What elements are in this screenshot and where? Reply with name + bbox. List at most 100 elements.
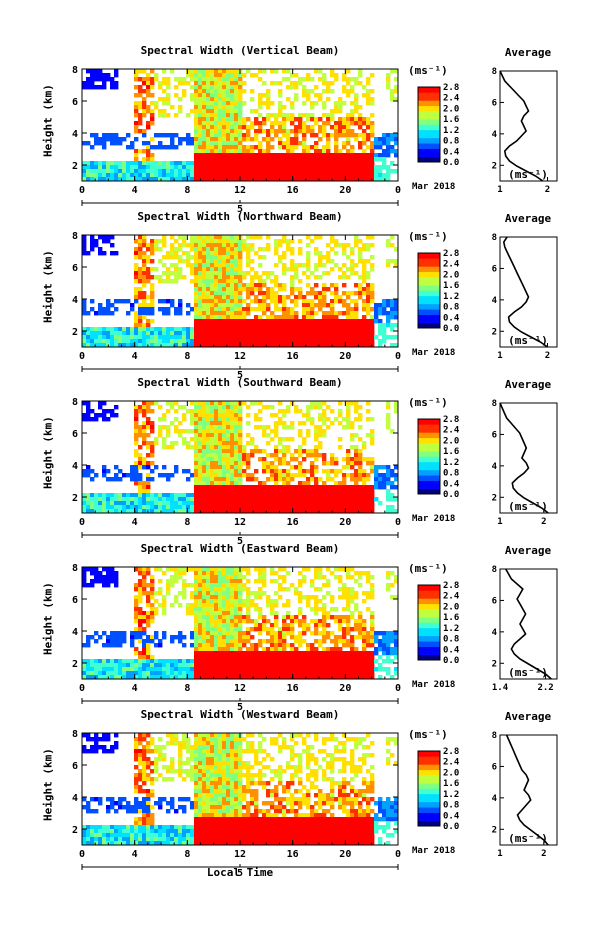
average-title: Average — [504, 46, 552, 59]
heatmap — [82, 567, 399, 680]
y-tick-label: 2 — [72, 659, 78, 670]
average-x-tick-label: 1 — [497, 849, 502, 859]
colorbar-tick-label: 1.6 — [443, 447, 459, 457]
average-y-tick-label: 4 — [492, 628, 498, 638]
average-profile-line — [499, 402, 549, 514]
y-tick-label: 6 — [72, 429, 78, 440]
x-tick-label: 0 — [395, 517, 401, 528]
average-frame — [499, 70, 558, 182]
month-label: Mar 2018 — [412, 680, 456, 690]
colorbar-tick-label: 0.0 — [443, 324, 459, 334]
colorbar-unit-label: (ms⁻¹) — [408, 396, 448, 409]
colorbar-tick-label: 0.8 — [443, 635, 459, 645]
x-tick-label: 16 — [287, 683, 299, 694]
x-tick-label: 0 — [79, 849, 85, 860]
colorbar-tick-label: 2.0 — [443, 768, 459, 778]
x-tick-label: 4 — [132, 351, 138, 362]
average-y-tick-label: 6 — [492, 264, 497, 274]
y-tick-label: 8 — [72, 397, 78, 408]
average-frame — [499, 568, 558, 680]
colorbar-tick-label: 1.6 — [443, 613, 459, 623]
colorbar-tick-label: 2.8 — [443, 249, 459, 259]
average-y-tick-label: 2 — [492, 659, 497, 669]
x-tick-label: 8 — [184, 351, 190, 362]
average-y-tick-label: 8 — [492, 565, 497, 575]
colorbar-tick-label: 2.0 — [443, 436, 459, 446]
average-y-tick-label: 8 — [492, 67, 497, 77]
y-tick-label: 4 — [72, 295, 78, 306]
panel-3: Spectral Width (Eastward Beam) Height (km… — [0, 542, 610, 713]
colorbar-tick-label: 2.0 — [443, 104, 459, 114]
day-label: 5 — [237, 702, 243, 713]
colorbar-tick-label: 2.8 — [443, 747, 459, 757]
colorbar-unit-label: (ms⁻¹) — [408, 64, 448, 77]
colorbar-tick-label: 0.8 — [443, 137, 459, 147]
average-unit-label: (ms⁻¹) — [508, 500, 548, 513]
y-tick-label: 4 — [72, 129, 78, 140]
colorbar-tick-label: 2.4 — [443, 426, 460, 436]
colorbar-tick-label: 2.8 — [443, 83, 459, 93]
colorbar-tick-label: 0.4 — [443, 811, 460, 821]
average-y-tick-label: 8 — [492, 731, 497, 741]
x-tick-label: 0 — [79, 517, 85, 528]
y-tick-label: 8 — [72, 563, 78, 574]
average-y-tick-label: 4 — [492, 130, 498, 140]
colorbar — [418, 751, 440, 827]
colorbar-unit-label: (ms⁻¹) — [408, 728, 448, 741]
average-x-tick-label: 2.2 — [537, 683, 553, 693]
average-y-tick-label: 6 — [492, 762, 497, 772]
colorbar-tick-label: 0.4 — [443, 479, 460, 489]
average-y-tick-label: 8 — [492, 399, 497, 409]
colorbar-tick-label: 1.2 — [443, 292, 459, 302]
colorbar-tick-label: 2.0 — [443, 270, 459, 280]
x-tick-label: 0 — [79, 351, 85, 362]
colorbar-tick-label: 0.8 — [443, 801, 459, 811]
y-tick-label: 4 — [72, 793, 78, 804]
x-tick-label: 0 — [79, 185, 85, 196]
month-label: Mar 2018 — [412, 514, 456, 524]
average-profile-line — [502, 236, 548, 348]
colorbar-tick-label: 2.0 — [443, 602, 459, 612]
heatmap — [82, 69, 399, 182]
x-tick-label: 0 — [395, 849, 401, 860]
average-y-tick-label: 2 — [492, 825, 497, 835]
heatmap — [82, 733, 399, 846]
average-profile-line — [499, 70, 544, 182]
x-tick-label: 12 — [234, 185, 246, 196]
x-tick-label: 16 — [287, 517, 299, 528]
colorbar-tick-label: 2.8 — [443, 415, 459, 425]
x-tick-label: 12 — [234, 683, 246, 694]
colorbar-tick-label: 2.4 — [443, 592, 460, 602]
x-tick-label: 20 — [339, 517, 351, 528]
colorbar-tick-label: 2.4 — [443, 260, 460, 270]
average-x-tick-label: 1 — [497, 185, 502, 195]
x-tick-label: 4 — [132, 517, 138, 528]
x-tick-label: 4 — [132, 849, 138, 860]
colorbar-tick-label: 1.2 — [443, 458, 459, 468]
panel-title: Spectral Width (Westward Beam) — [140, 708, 340, 721]
x-tick-label: 4 — [132, 683, 138, 694]
panel-title: Spectral Width (Vertical Beam) — [140, 44, 340, 57]
x-tick-label: 0 — [79, 683, 85, 694]
colorbar-tick-label: 1.6 — [443, 115, 459, 125]
average-y-tick-label: 2 — [492, 493, 497, 503]
average-title: Average — [504, 710, 552, 723]
x-tick-label: 12 — [234, 351, 246, 362]
average-x-tick-label: 2 — [541, 517, 546, 527]
colorbar-tick-label: 0.4 — [443, 147, 460, 157]
y-tick-label: 2 — [72, 327, 78, 338]
y-tick-label: 2 — [72, 825, 78, 836]
y-tick-label: 6 — [72, 263, 78, 274]
panel-2: Spectral Width (Southward Beam) Height (k… — [0, 376, 610, 547]
panel-1: Spectral Width (Northward Beam) Height (k… — [0, 210, 610, 381]
y-tick-label: 8 — [72, 231, 78, 242]
average-y-tick-label: 8 — [492, 233, 497, 243]
average-profile-line — [505, 568, 552, 680]
average-frame — [499, 734, 558, 846]
day-label: 5 — [237, 868, 243, 879]
colorbar-tick-label: 1.6 — [443, 779, 459, 789]
average-y-tick-label: 4 — [492, 462, 498, 472]
